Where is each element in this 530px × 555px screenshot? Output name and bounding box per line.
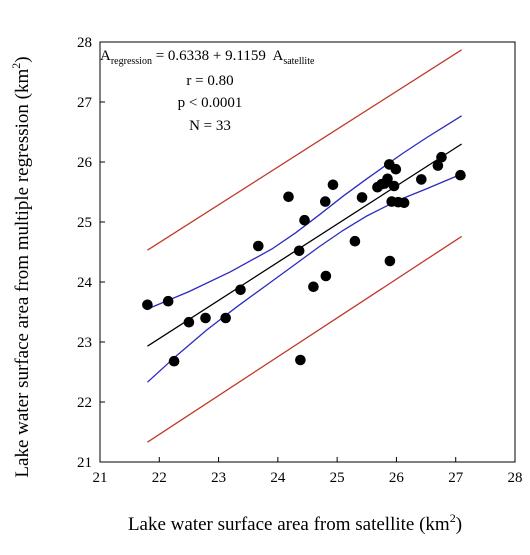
data-point [356,192,368,203]
eq-a1: A [100,48,111,64]
y-tick-label: 22 [77,395,92,411]
y-tick-label: 27 [77,95,93,111]
data-point [162,295,174,307]
x-axis-title: Lake water surface area from satellite (… [128,511,462,535]
x-tick-label: 27 [448,470,464,486]
y-axis-title-text: Lake water surface area from multiple re… [12,69,33,478]
data-point [183,316,195,328]
x-axis-title-text: Lake water surface area from satellite (… [128,514,450,535]
confidence-band-lower [146,173,462,383]
plot-frame [99,41,516,463]
y-tick-label: 28 [77,35,92,51]
data-point [455,169,466,181]
data-point [384,255,396,267]
data-point [299,214,310,226]
data-point [168,355,180,367]
y-axis-title-sup: 2 [9,63,23,69]
data-point [320,270,332,282]
data-point [432,160,444,171]
data-point [200,312,211,324]
eq-sub-satellite: satellite [283,56,315,67]
eq-sub-regression: regression [111,56,152,67]
prediction-band-lower [147,235,462,443]
data-point [252,240,264,252]
r-value: r = 0.80 [186,73,233,89]
data-point [293,245,305,257]
confidence-band-upper [147,115,462,310]
annotation-block: Aregression = 0.6338 + 9.1159 Asatellite… [100,48,315,134]
data-point [308,281,319,293]
data-point [295,354,306,366]
y-tick-label: 25 [77,215,92,231]
n-value: N = 33 [189,118,231,134]
data-point [319,196,331,207]
data-point [283,191,294,203]
y-tick-label: 24 [77,275,93,291]
data-point [349,235,361,247]
y-tick-label: 21 [77,455,92,471]
y-tick-label: 26 [77,155,93,171]
x-tick-label: 23 [211,470,226,486]
data-point [142,299,153,311]
x-tick-label: 25 [330,470,345,486]
data-point [379,178,390,189]
x-tick-label: 28 [508,470,523,486]
y-axis-title-end: ) [12,56,33,62]
ticks-layer: 21 22 23 24 25 26 27 28 21 22 23 24 25 26 27 28 [77,35,523,486]
y-tick-label: 23 [77,335,92,351]
x-tick-label: 26 [389,470,405,486]
y-axis-title: Lake water surface area from multiple re… [9,56,33,477]
data-point [416,174,427,185]
data-point [235,284,246,296]
data-point [388,180,400,192]
x-tick-label: 21 [93,470,108,486]
x-axis-title-sup: 2 [450,511,456,525]
data-point [327,179,339,191]
x-axis-title-end: ) [456,514,462,535]
data-point [398,197,410,209]
x-tick-label: 22 [152,470,167,486]
regression-equation: Aregression = 0.6338 + 9.1159 Asatellite [100,48,315,67]
prediction-band-upper [147,49,462,251]
data-point [220,312,231,324]
eq-middle: = 0.6338 + 9.1159 A [152,48,284,64]
regression-line [147,143,462,347]
data-point [390,163,402,175]
p-value: p < 0.0001 [178,95,243,111]
x-tick-label: 24 [270,470,286,486]
data-point [436,151,447,163]
points-layer [142,151,466,367]
